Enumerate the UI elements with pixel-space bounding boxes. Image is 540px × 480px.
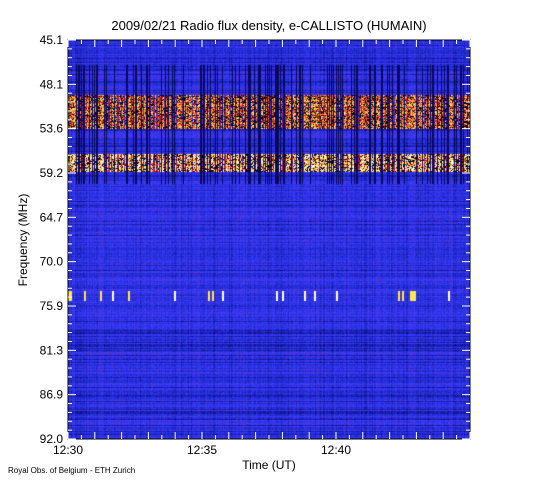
credit-text: Royal Obs. of Belgium - ETH Zurich: [8, 466, 135, 475]
y-tick-label: 70.0: [40, 255, 64, 269]
y-tick-label: 45.1: [40, 33, 64, 47]
y-tick-label: 48.1: [40, 77, 64, 91]
x-tick-label: 12:40: [321, 443, 351, 457]
y-axis: 45.1 48.1 53.6 59.2 64.7 70.0 75.9 81.3 86.9 92.0: [40, 33, 470, 446]
y-tick-label: 64.7: [40, 210, 64, 224]
chart-title: 2009/02/21 Radio flux density, e-CALLIST…: [111, 18, 426, 33]
y-tick-label: 59.2: [40, 166, 64, 180]
y-tick-label: 81.3: [40, 343, 64, 357]
y-tick-label: 53.6: [40, 122, 64, 136]
spectrogram-image: [68, 40, 470, 439]
x-axis-label: Time (UT): [242, 458, 296, 472]
spectrogram-plot-area: [67, 39, 471, 440]
x-tick-label: 12:35: [187, 443, 217, 457]
y-tick-label: 86.9: [40, 388, 64, 402]
x-tick-label: 12:30: [53, 443, 83, 457]
y-tick-label: 75.9: [40, 299, 64, 313]
y-axis-label: Frequency (MHz): [16, 194, 30, 287]
y-tick-label: 92.0: [40, 432, 64, 446]
x-axis: 12:30 12:35 12:40: [53, 40, 471, 457]
